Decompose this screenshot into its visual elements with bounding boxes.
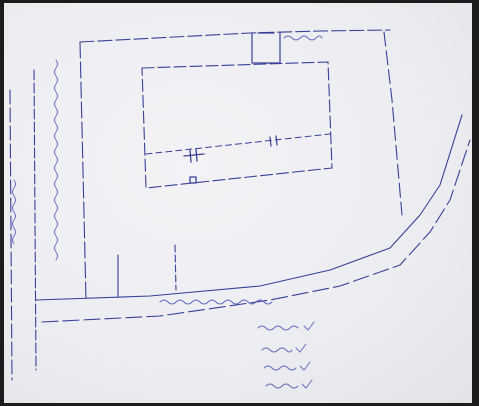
road-lower-line — [41, 139, 471, 323]
top-box-note — [283, 35, 323, 41]
plot-right-edge — [383, 31, 403, 216]
small-square-mark — [189, 176, 197, 184]
plot-left-edge — [79, 41, 87, 301]
door-mark-left — [183, 148, 205, 163]
left-vertical-note-2 — [54, 59, 58, 261]
left-boundary-line-outer — [9, 89, 13, 381]
top-small-box — [251, 32, 281, 64]
road-upper-line — [35, 114, 463, 301]
gate-post-right — [174, 244, 177, 291]
left-vertical-note-1 — [12, 179, 16, 245]
note-line-4 — [265, 379, 313, 389]
door-mark-right — [269, 135, 278, 147]
road-note — [159, 299, 273, 305]
building-outline — [141, 61, 333, 189]
building-inner-line — [145, 133, 331, 155]
left-boundary-line-inner — [33, 69, 37, 371]
note-line-2 — [261, 343, 307, 353]
note-line-1 — [257, 321, 315, 331]
plot-top-edge — [79, 29, 391, 43]
note-line-3 — [263, 361, 311, 371]
paper-sheet — [4, 3, 472, 403]
